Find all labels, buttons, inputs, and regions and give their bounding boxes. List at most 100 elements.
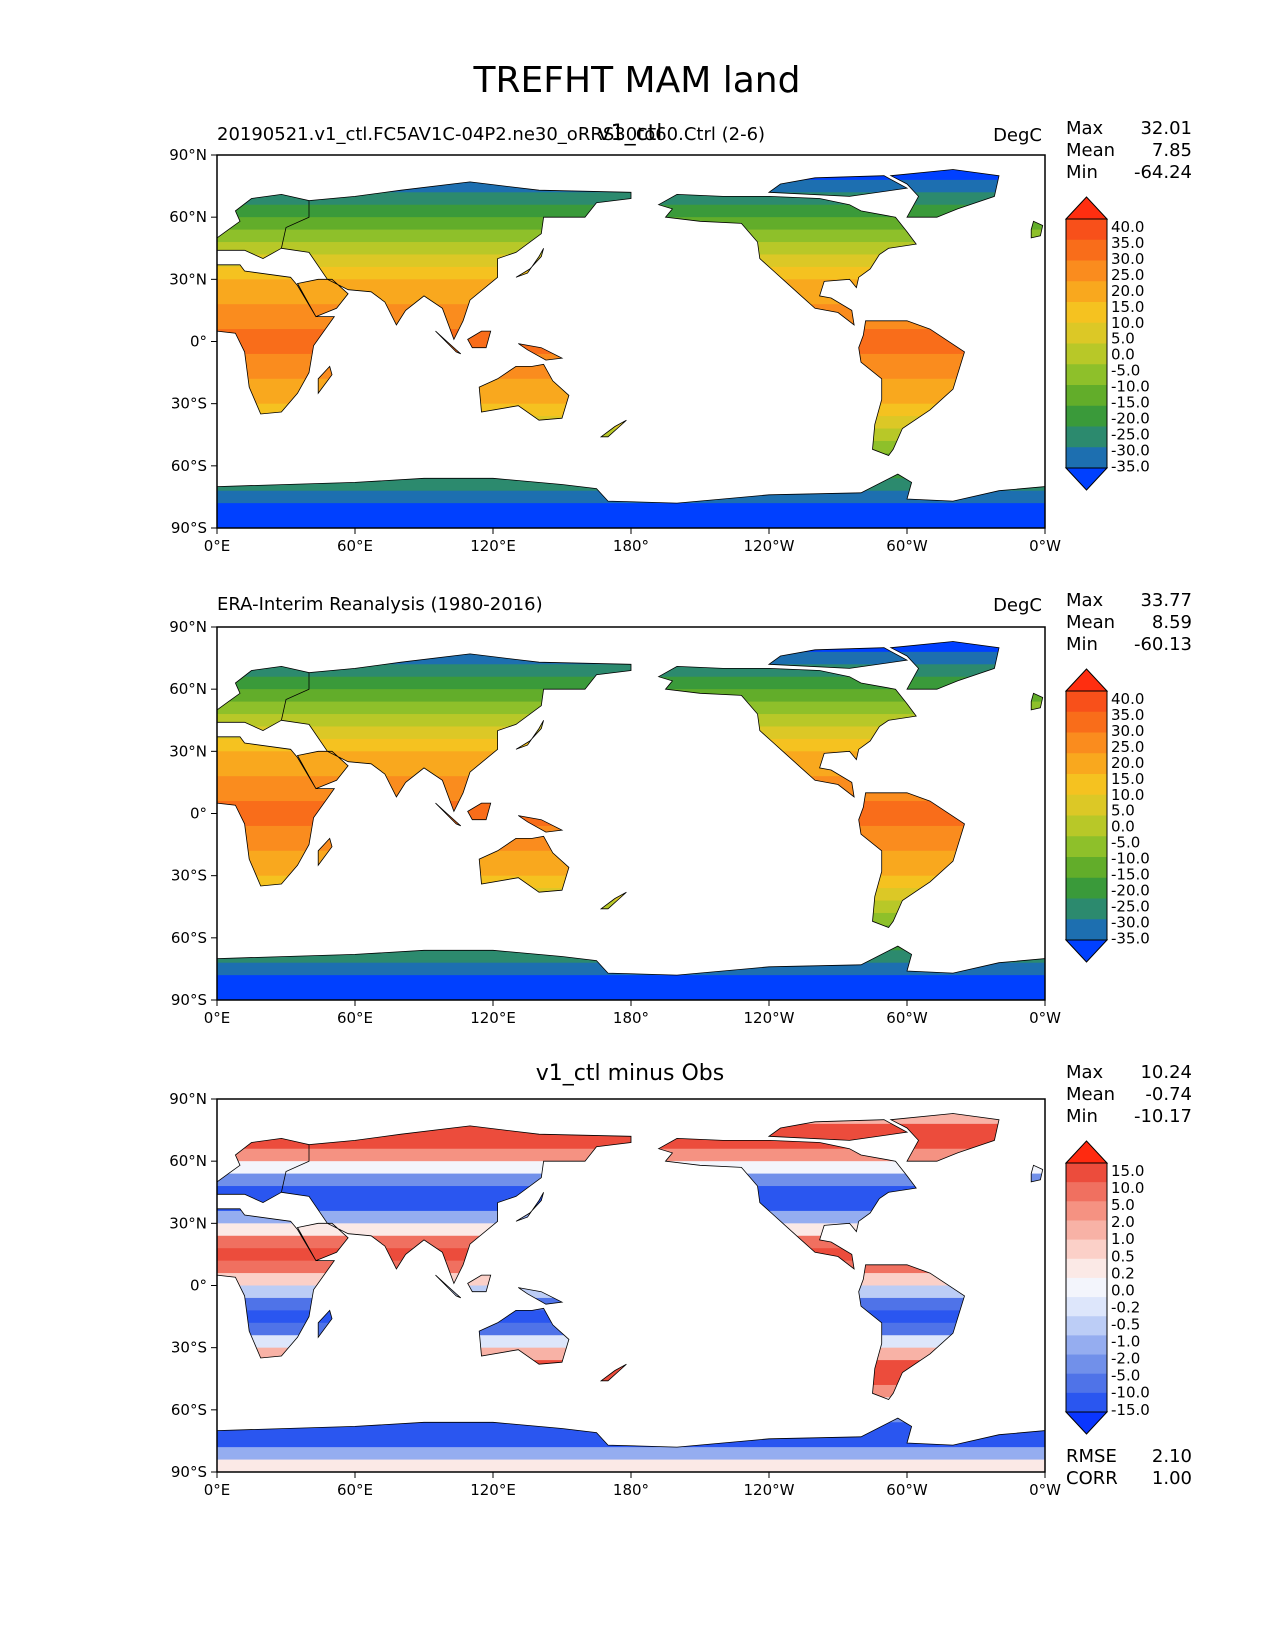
- colorbar-segment: [1066, 919, 1107, 941]
- stat-mean-value: -0.74: [1145, 1084, 1192, 1105]
- colorbar-tick-label: -20.0: [1111, 410, 1150, 428]
- stat-corr-value: 1.00: [1152, 1468, 1192, 1489]
- colorbar-extend-max: [1064, 668, 1109, 692]
- colorbar-segment: [1066, 239, 1107, 261]
- colorbar-segment: [1066, 219, 1107, 241]
- map-band: [217, 440, 1045, 454]
- y-tick-label: 30°N: [169, 270, 207, 288]
- colorbar-tick-label: 30.0: [1111, 722, 1144, 740]
- colorbar-segment: [1066, 774, 1107, 796]
- y-tick-label: 60°N: [169, 680, 207, 698]
- y-tick-label: 90°S: [171, 519, 207, 537]
- colorbar-segment: [1066, 1201, 1107, 1221]
- stat-min-value: -10.17: [1134, 1106, 1192, 1127]
- map-band: [217, 776, 1045, 790]
- y-tick-label: 30°S: [171, 395, 207, 413]
- panel-test: 20190521.v1_ctl.FC5AV1C-04P2.ne30_oRRS30…: [169, 118, 1192, 555]
- y-tick-label: 30°S: [171, 1339, 207, 1357]
- figure-title: TREFHT MAM land: [473, 60, 801, 101]
- colorbar-segment: [1066, 1354, 1107, 1375]
- colorbar-tick-label: 10.0: [1111, 314, 1144, 332]
- colorbar-tick-label: -10.0: [1111, 850, 1150, 868]
- colorbar-segment: [1066, 385, 1107, 407]
- colorbar-segment: [1066, 753, 1107, 775]
- colorbar-tick-label: 0.2: [1111, 1264, 1135, 1282]
- x-tick-label: 120°E: [470, 1481, 516, 1499]
- colorbar-segment: [1066, 711, 1107, 733]
- colorbar-segment: [1066, 1316, 1107, 1336]
- y-tick-label: 0°: [190, 333, 207, 351]
- colorbar-tick-label: 2.0: [1111, 1213, 1135, 1231]
- map-band: [217, 229, 1045, 243]
- stat-min-label: Min: [1066, 634, 1098, 655]
- colorbar-tick-label: 20.0: [1111, 282, 1144, 300]
- y-tick-label: 90°N: [169, 1090, 207, 1108]
- map-band: [217, 726, 1045, 740]
- panel-units: DegC: [993, 125, 1042, 146]
- colorbar-segment: [1066, 794, 1107, 816]
- x-tick-label: 0°W: [1029, 1009, 1061, 1027]
- map-band: [217, 453, 1045, 467]
- colorbar-segment: [1066, 1335, 1107, 1355]
- colorbar-extend-max: [1064, 196, 1109, 220]
- colorbar-tick-label: 5.0: [1111, 802, 1135, 820]
- colorbar-tick-label: 5.0: [1111, 1196, 1135, 1214]
- panel-center-title: v1_ctl minus Obs: [536, 1061, 724, 1086]
- y-tick-label: 60°N: [169, 208, 207, 226]
- y-tick-label: 60°S: [171, 929, 207, 947]
- y-tick-label: 0°: [190, 805, 207, 823]
- colorbar-tick-label: 40.0: [1111, 218, 1144, 236]
- x-tick-label: 60°W: [886, 1481, 928, 1499]
- map-band: [217, 403, 1045, 417]
- colorbar-tick-label: 25.0: [1111, 738, 1144, 756]
- map-band: [217, 341, 1045, 355]
- panel-left-title: ERA-Interim Reanalysis (1980-2016): [217, 594, 543, 615]
- colorbar-segment: [1066, 857, 1107, 879]
- colorbar-tick-label: -15.0: [1111, 394, 1150, 412]
- colorbar-segment: [1066, 302, 1107, 324]
- y-tick-label: 60°N: [169, 1152, 207, 1170]
- map-band: [217, 478, 1045, 492]
- map-band: [217, 1113, 1045, 1125]
- colorbar-tick-label: 10.0: [1111, 1179, 1144, 1197]
- map-band: [217, 503, 1045, 517]
- colorbar-segment: [1066, 1297, 1107, 1317]
- colorbar-tick-label: -0.2: [1111, 1298, 1140, 1316]
- colorbar-tick-label: -25.0: [1111, 898, 1150, 916]
- stat-max-value: 33.77: [1140, 590, 1192, 611]
- colorbar-segment: [1066, 877, 1107, 899]
- colorbar-tick-label: 0.0: [1111, 1281, 1135, 1299]
- colorbar-segment: [1066, 1182, 1107, 1202]
- map-band: [217, 1285, 1045, 1299]
- map-band: [217, 1422, 1045, 1436]
- map-band: [217, 179, 1045, 193]
- stat-min-label: Min: [1066, 162, 1098, 183]
- colorbar-tick-label: 25.0: [1111, 266, 1144, 284]
- map-band: [217, 838, 1045, 852]
- map-band: [217, 428, 1045, 442]
- colorbar-tick-label: -25.0: [1111, 426, 1150, 444]
- colorbar-segment: [1066, 260, 1107, 282]
- colorbar-frame: [1065, 218, 1108, 469]
- map-band: [217, 391, 1045, 405]
- map-band: [217, 689, 1045, 703]
- map-band: [217, 329, 1045, 342]
- x-tick-label: 120°W: [744, 537, 795, 555]
- colorbar-tick-label: 5.0: [1111, 330, 1135, 348]
- x-tick-label: 120°W: [744, 1481, 795, 1499]
- colorbar-segment: [1066, 732, 1107, 754]
- colorbar-tick-label: -5.0: [1111, 834, 1140, 852]
- colorbar-segment: [1066, 405, 1107, 427]
- map-band: [217, 1310, 1045, 1324]
- map-band: [217, 204, 1045, 218]
- stat-min-value: -60.13: [1134, 634, 1192, 655]
- map-band: [217, 1273, 1045, 1286]
- map-band: [217, 651, 1045, 665]
- map-band: [217, 1210, 1045, 1224]
- y-tick-label: 60°S: [171, 1401, 207, 1419]
- map-band: [217, 1372, 1045, 1386]
- colorbar-extend-min: [1064, 1411, 1109, 1435]
- map-fill: [217, 1113, 1045, 1472]
- map-band: [217, 1360, 1045, 1374]
- colorbar-segment: [1066, 281, 1107, 303]
